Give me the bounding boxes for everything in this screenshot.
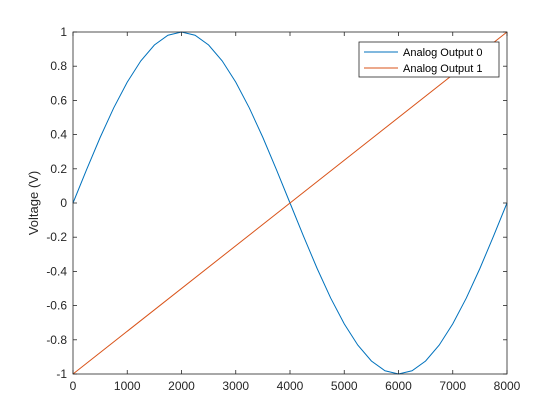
legend-label-analog-output-0: Analog Output 0 xyxy=(403,47,483,59)
tick-layer: 0 1000 2000 3000 4000 5000 6000 7000 8000 -1 -0.8 -… xyxy=(46,25,520,393)
y-tick-label-9: 0.8 xyxy=(50,59,67,73)
y-tick-label-8: 0.6 xyxy=(50,93,67,107)
y-tick-label-1: -0.8 xyxy=(46,333,67,347)
y-tick-label-3: -0.4 xyxy=(46,264,67,278)
y-tick-label-4: -0.2 xyxy=(46,230,67,244)
y-tick-label-2: -0.6 xyxy=(46,299,67,313)
y-tick-label-7: 0.4 xyxy=(50,128,67,142)
legend: Analog Output 0 Analog Output 1 xyxy=(358,41,500,78)
y-tick-label-5: 0 xyxy=(60,196,67,210)
x-tick-label-2: 2000 xyxy=(168,379,195,393)
x-tick-label-5: 5000 xyxy=(331,379,358,393)
y-tick-label-0: -1 xyxy=(56,367,67,381)
x-tick-label-4: 4000 xyxy=(277,379,304,393)
x-tick-label-3: 3000 xyxy=(222,379,249,393)
series-line-1 xyxy=(72,31,508,375)
x-tick-label-8: 8000 xyxy=(494,379,521,393)
x-tick-label-7: 7000 xyxy=(439,379,466,393)
y-tick-label-10: 1 xyxy=(60,25,67,39)
y-axis-label: Voltage (V) xyxy=(26,171,41,235)
legend-label-analog-output-1: Analog Output 1 xyxy=(403,63,483,75)
y-tick-label-6: 0.2 xyxy=(50,162,67,176)
x-tick-label-0: 0 xyxy=(70,379,77,393)
series-layer xyxy=(72,31,508,375)
x-tick-label-1: 1000 xyxy=(114,379,141,393)
x-tick-label-6: 6000 xyxy=(385,379,412,393)
legend-box xyxy=(358,41,500,78)
